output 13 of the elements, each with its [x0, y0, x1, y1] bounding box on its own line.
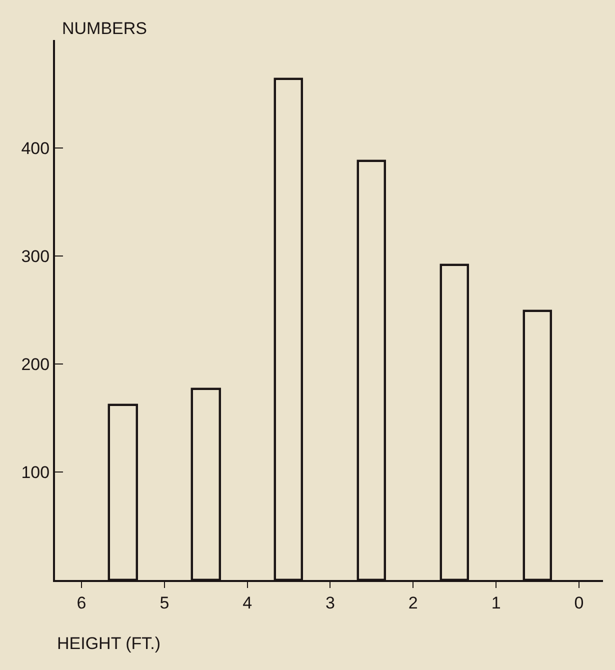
y-tick-label: 100	[21, 462, 50, 482]
x-tick-label: 0	[574, 593, 584, 612]
y-tick-label: 400	[21, 138, 50, 158]
x-tick-label: 4	[242, 593, 252, 612]
x-tick-label: 6	[76, 593, 86, 612]
x-tick-label: 5	[160, 593, 170, 612]
y-tick-label: 300	[21, 246, 50, 266]
y-tick-label: 200	[21, 354, 50, 374]
x-axis-title: HEIGHT (FT.)	[57, 634, 161, 653]
y-axis-title: NUMBERS	[62, 19, 148, 38]
x-tick-label: 2	[408, 593, 418, 612]
x-tick-label: 1	[491, 593, 501, 612]
x-tick-label: 3	[326, 593, 335, 612]
